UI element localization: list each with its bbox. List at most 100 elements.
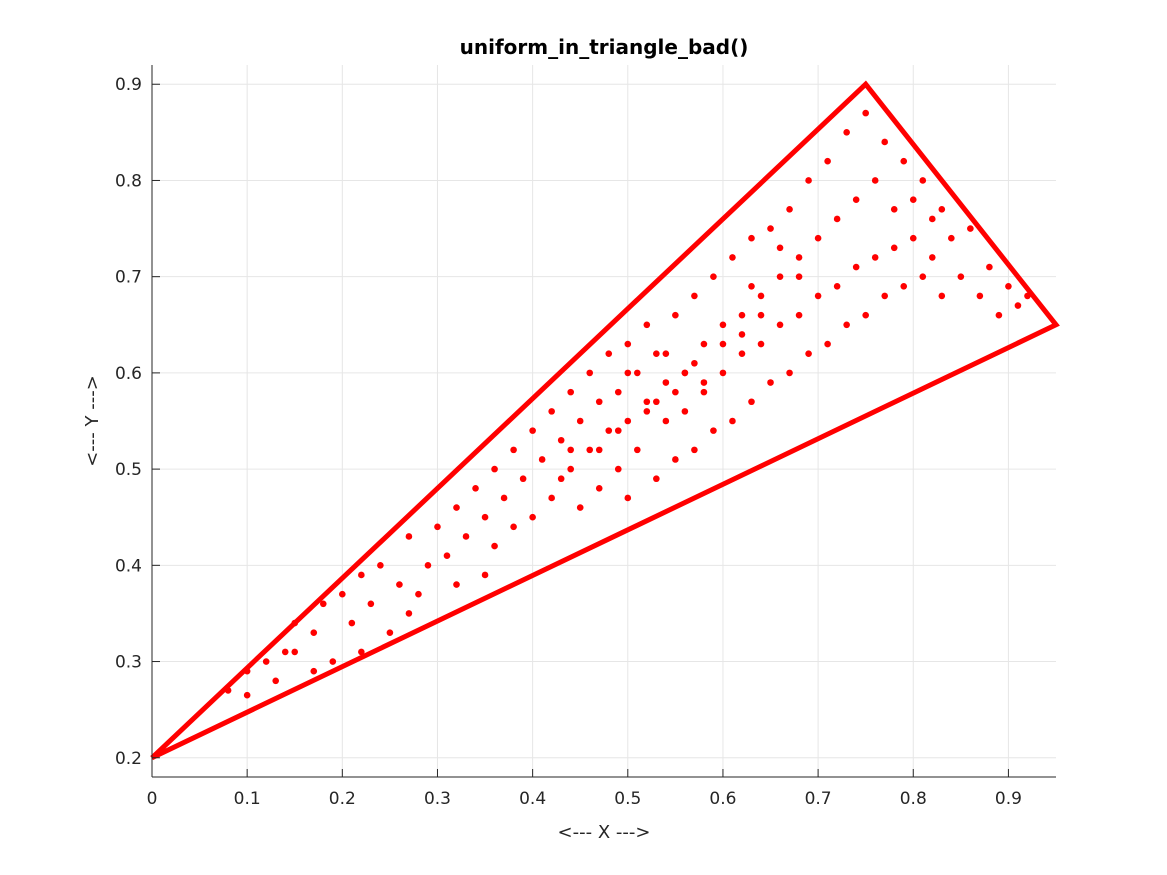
data-point [567, 465, 574, 473]
data-point [519, 475, 527, 483]
x-tick-label: 0.5 [614, 789, 641, 809]
data-point [900, 157, 908, 165]
data-point [605, 350, 613, 357]
y-axis-label: <--- Y ---> [82, 375, 103, 467]
y-tick-label: 0.9 [115, 75, 142, 95]
data-point [548, 494, 555, 502]
data-point [1014, 302, 1022, 309]
data-point [377, 562, 384, 569]
data-point [795, 273, 803, 280]
data-point [957, 273, 965, 280]
data-point [776, 244, 784, 252]
data-point [624, 494, 632, 502]
data-point [710, 427, 717, 434]
x-tick-label: 0.7 [805, 789, 832, 809]
data-point [529, 513, 536, 521]
data-point [738, 350, 746, 357]
data-point [453, 581, 460, 588]
data-point [548, 408, 555, 415]
data-point [700, 388, 708, 396]
data-point [472, 485, 479, 492]
data-point [862, 109, 869, 117]
data-point [462, 533, 470, 540]
data-point [348, 619, 356, 627]
data-point [329, 658, 337, 665]
data-point [281, 648, 289, 656]
data-point [681, 369, 689, 377]
data-point [653, 350, 660, 357]
data-point [358, 648, 365, 656]
data-point [919, 177, 927, 184]
data-point [614, 427, 622, 434]
data-point [995, 311, 1003, 319]
data-point [757, 340, 765, 348]
data-point [415, 590, 422, 598]
data-point [557, 475, 565, 483]
data-point [576, 504, 584, 511]
y-tick-label: 0.2 [115, 749, 142, 769]
data-point [586, 369, 594, 377]
x-tick-label: 0.4 [519, 789, 546, 809]
data-point [719, 321, 727, 329]
data-point [576, 417, 584, 425]
data-point [595, 485, 603, 492]
data-point [662, 417, 670, 425]
data-point [776, 321, 784, 329]
x-axis-label: <--- X ---> [558, 822, 651, 843]
data-point [595, 398, 603, 406]
data-point [510, 446, 517, 454]
data-point [643, 408, 651, 415]
data-point [491, 542, 498, 550]
data-point [776, 273, 784, 280]
x-tick-label: 0.2 [329, 789, 356, 809]
data-point [986, 263, 993, 271]
data-point [595, 446, 603, 454]
data-point [691, 292, 698, 300]
data-point [748, 234, 755, 242]
triangle-outline [150, 80, 1060, 761]
data-point [871, 177, 879, 184]
data-point [624, 417, 632, 425]
data-point [700, 340, 708, 348]
data-point [386, 629, 394, 636]
data-point [710, 273, 717, 280]
data-point [890, 244, 898, 252]
x-tick-label: 0 [147, 789, 158, 809]
data-point [672, 456, 679, 463]
data-point [909, 234, 917, 242]
data-point [843, 321, 850, 329]
data-point [881, 138, 889, 146]
data-point [738, 311, 746, 319]
data-point [862, 311, 869, 319]
data-point [833, 282, 841, 290]
data-point [396, 581, 403, 588]
data-point [767, 225, 774, 232]
axes [151, 65, 1056, 778]
chart-title: uniform_in_triangle_bad() [460, 35, 749, 59]
x-tick-label: 0.3 [424, 789, 451, 809]
data-point [634, 446, 641, 454]
data-point [795, 254, 803, 261]
data-point [624, 369, 632, 377]
data-point [824, 340, 831, 348]
data-point [653, 398, 660, 406]
data-point [900, 282, 908, 290]
data-point [824, 157, 831, 165]
data-point [262, 658, 270, 665]
y-tick-label: 0.3 [115, 653, 142, 673]
data-point [529, 427, 536, 434]
data-point [672, 311, 679, 319]
data-point [719, 340, 727, 348]
data-point [614, 388, 622, 396]
data-point [871, 254, 879, 261]
data-point [833, 215, 841, 223]
data-point [1005, 282, 1012, 290]
data-point [481, 513, 489, 521]
data-point [719, 369, 727, 377]
data-point [852, 263, 860, 271]
x-tick-label: 0.1 [234, 789, 261, 809]
data-point [948, 234, 955, 242]
data-point [310, 629, 318, 636]
data-point [653, 475, 660, 483]
